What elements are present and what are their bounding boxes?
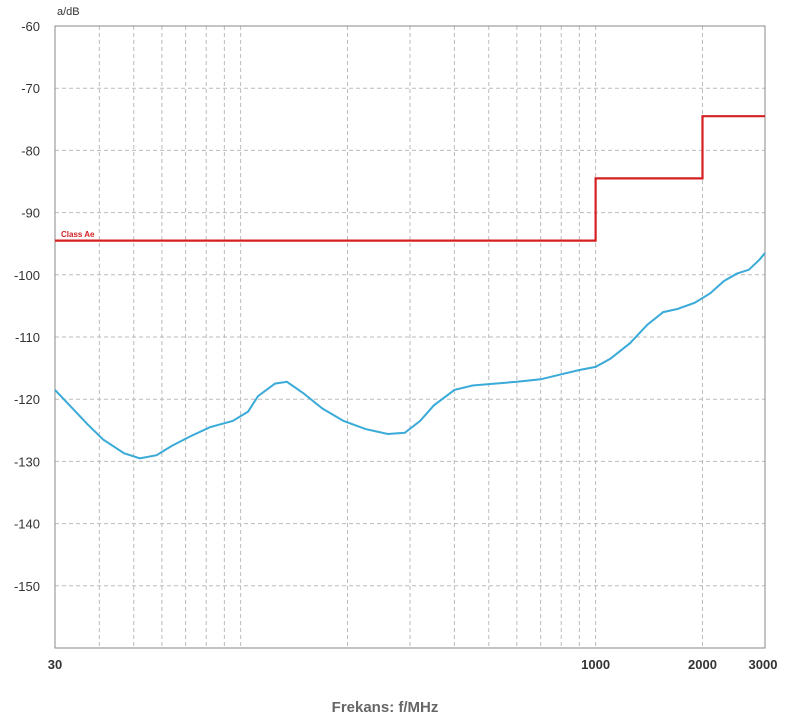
y-tick-label: -130 [14, 454, 40, 469]
x-tick-label: 2000 [688, 657, 717, 672]
grid-lines [55, 26, 765, 648]
y-tick-label: -140 [14, 517, 40, 532]
y-tick-label: -70 [21, 81, 40, 96]
plot-frame [54, 25, 766, 649]
x-tick-labels: 30 1000 2000 3000 [48, 657, 778, 672]
y-tick-label: -60 [21, 19, 40, 34]
y-tick-label: -90 [21, 206, 40, 221]
y-tick-label: -80 [21, 143, 40, 158]
y-tick-label: -110 [15, 330, 40, 345]
x-tick-label: 1000 [581, 657, 610, 672]
x-axis-label: Frekans: f/MHz [332, 699, 439, 716]
y-tick-label: -150 [14, 579, 40, 594]
y-tick-label: -100 [14, 268, 40, 283]
measurement-line [54, 252, 766, 460]
limit-line [55, 115, 765, 242]
y-axis-label: a/dB [57, 6, 80, 18]
limit-line-group: Class Ae [55, 115, 765, 242]
limit-line-label: Class Ae [61, 230, 95, 239]
y-tick-label: -120 [14, 392, 40, 407]
x-tick-label: 30 [48, 657, 62, 672]
x-tick-label: 3000 [749, 657, 778, 672]
y-tick-labels: -60 -70 -80 -90 -100 -110 -120 -130 -140 -150 [14, 19, 40, 594]
